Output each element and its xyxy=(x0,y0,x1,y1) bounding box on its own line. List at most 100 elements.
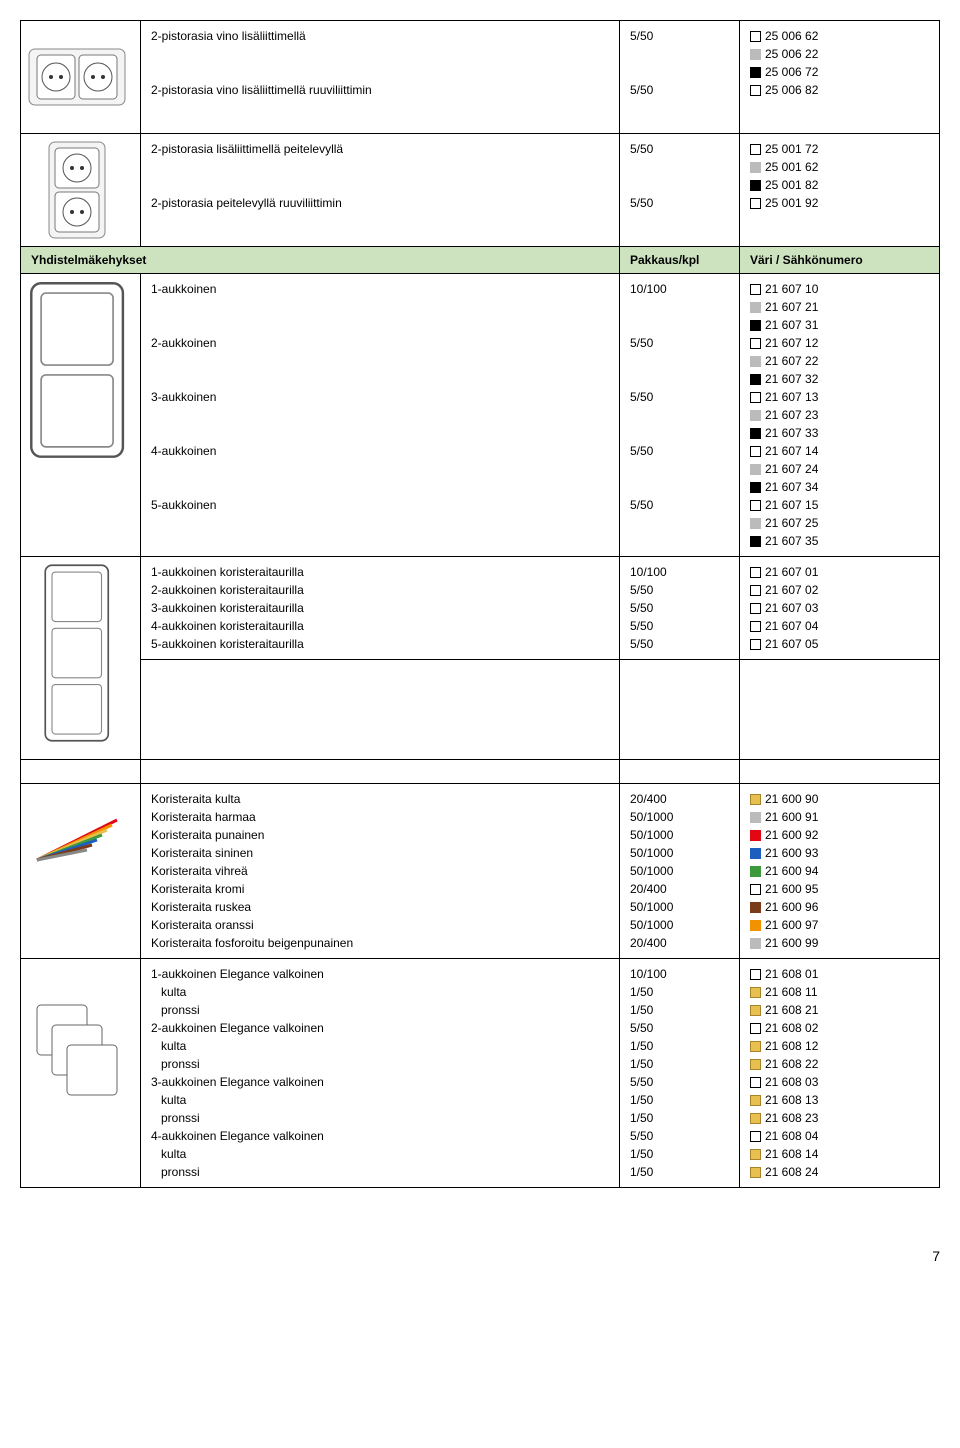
pack-line xyxy=(630,63,729,81)
section5-row: Koristeraita kultaKoristeraita harmaaKor… xyxy=(21,784,940,959)
section1-color-cell: 25 006 6225 006 2225 006 7225 006 82 xyxy=(740,21,940,134)
socket-vertical-image xyxy=(27,140,127,240)
color-line: 21 607 02 xyxy=(750,581,929,599)
pack-line: 5/50 xyxy=(630,617,729,635)
desc-line: 1-aukkoinen Elegance valkoinen xyxy=(151,965,609,983)
color-swatch xyxy=(750,482,761,493)
color-line: 21 608 13 xyxy=(750,1091,929,1109)
color-code: 21 607 22 xyxy=(765,352,818,370)
color-line: 25 001 82 xyxy=(750,176,929,194)
desc-line: pronssi xyxy=(151,1001,609,1019)
color-code: 21 600 95 xyxy=(765,880,818,898)
color-line: 21 608 01 xyxy=(750,965,929,983)
spacer-color xyxy=(740,660,940,760)
section2-row: 2-pistorasia lisäliittimellä peitelevyll… xyxy=(21,134,940,247)
desc-line: 5-aukkoinen xyxy=(151,496,609,514)
pack-line: 10/100 xyxy=(630,965,729,983)
color-line: 25 006 82 xyxy=(750,81,929,99)
color-line: 21 600 94 xyxy=(750,862,929,880)
color-strips-image xyxy=(27,790,127,890)
pack-line: 50/1000 xyxy=(630,844,729,862)
section4-desc-cell: 1-aukkoinen koristeraitaurilla2-aukkoine… xyxy=(141,557,620,660)
desc-line xyxy=(151,478,609,496)
empty-row xyxy=(21,760,940,784)
desc-line: 2-pistorasia vino lisäliittimellä ruuvil… xyxy=(151,81,609,99)
color-swatch xyxy=(750,639,761,650)
frame-2gang-image xyxy=(27,280,127,460)
color-code: 25 006 72 xyxy=(765,63,818,81)
color-code: 21 600 96 xyxy=(765,898,818,916)
desc-line: 4-aukkoinen xyxy=(151,442,609,460)
pack-line: 5/50 xyxy=(630,496,729,514)
color-swatch xyxy=(750,1023,761,1034)
pack-line: 5/50 xyxy=(630,388,729,406)
color-code: 21 607 10 xyxy=(765,280,818,298)
color-swatch xyxy=(750,902,761,913)
color-line: 21 607 13 xyxy=(750,388,929,406)
pack-line: 10/100 xyxy=(630,563,729,581)
color-line: 21 607 31 xyxy=(750,316,929,334)
color-swatch xyxy=(750,144,761,155)
elegance-frames-image xyxy=(27,965,127,1145)
color-code: 21 608 03 xyxy=(765,1073,818,1091)
color-swatch xyxy=(750,85,761,96)
desc-line: 2-aukkoinen xyxy=(151,334,609,352)
header-col1: Yhdistelmäkehykset xyxy=(21,247,620,274)
color-code: 21 600 90 xyxy=(765,790,818,808)
section2-pack-cell: 5/50 5/50 xyxy=(620,134,740,247)
section6-image-cell xyxy=(21,959,141,1188)
desc-line: 2-pistorasia peitelevyllä ruuviliittimin xyxy=(151,194,609,212)
color-code: 25 006 22 xyxy=(765,45,818,63)
color-line: 21 607 23 xyxy=(750,406,929,424)
color-code: 21 607 02 xyxy=(765,581,818,599)
color-code: 25 001 62 xyxy=(765,158,818,176)
color-swatch xyxy=(750,302,761,313)
color-code: 21 607 31 xyxy=(765,316,818,334)
desc-line xyxy=(151,316,609,334)
color-swatch xyxy=(750,518,761,529)
desc-line: 2-aukkoinen Elegance valkoinen xyxy=(151,1019,609,1037)
desc-line xyxy=(151,514,609,532)
color-code: 21 608 24 xyxy=(765,1163,818,1181)
section1-row: 2-pistorasia vino lisäliittimellä2-pisto… xyxy=(21,21,940,134)
pack-line: 5/50 xyxy=(630,140,729,158)
desc-line: kulta xyxy=(151,1145,609,1163)
pack-line xyxy=(630,45,729,63)
color-swatch xyxy=(750,794,761,805)
catalog-table: 2-pistorasia vino lisäliittimellä2-pisto… xyxy=(20,20,940,1188)
color-line: 21 600 99 xyxy=(750,934,929,952)
section1-pack-cell: 5/505/50 xyxy=(620,21,740,134)
section5-pack-cell: 20/40050/100050/100050/100050/100020/400… xyxy=(620,784,740,959)
color-line: 25 006 22 xyxy=(750,45,929,63)
spacer-pack xyxy=(620,660,740,760)
color-swatch xyxy=(750,31,761,42)
color-code: 21 607 13 xyxy=(765,388,818,406)
desc-line: Koristeraita sininen xyxy=(151,844,609,862)
color-swatch xyxy=(750,938,761,949)
color-code: 21 608 13 xyxy=(765,1091,818,1109)
pack-line xyxy=(630,532,729,550)
color-line: 21 607 14 xyxy=(750,442,929,460)
color-code: 21 600 91 xyxy=(765,808,818,826)
color-line: 21 607 12 xyxy=(750,334,929,352)
color-line: 21 608 02 xyxy=(750,1019,929,1037)
color-line: 25 001 92 xyxy=(750,194,929,212)
section4-color-cell: 21 607 0121 607 0221 607 0321 607 0421 6… xyxy=(740,557,940,660)
color-line: 21 607 15 xyxy=(750,496,929,514)
color-line: 25 006 62 xyxy=(750,27,929,45)
desc-line xyxy=(151,424,609,442)
color-line: 21 600 90 xyxy=(750,790,929,808)
pack-line: 1/50 xyxy=(630,1109,729,1127)
color-line: 21 607 34 xyxy=(750,478,929,496)
color-swatch xyxy=(750,392,761,403)
pack-line: 5/50 xyxy=(630,194,729,212)
desc-line: 1-aukkoinen koristeraitaurilla xyxy=(151,563,609,581)
header-row: Yhdistelmäkehykset Pakkaus/kpl Väri / Sä… xyxy=(21,247,940,274)
desc-line: pronssi xyxy=(151,1163,609,1181)
color-code: 21 607 23 xyxy=(765,406,818,424)
pack-line: 5/50 xyxy=(630,1019,729,1037)
section6-color-cell: 21 608 0121 608 1121 608 2121 608 0221 6… xyxy=(740,959,940,1188)
color-swatch xyxy=(750,621,761,632)
color-code: 21 600 94 xyxy=(765,862,818,880)
color-swatch xyxy=(750,320,761,331)
